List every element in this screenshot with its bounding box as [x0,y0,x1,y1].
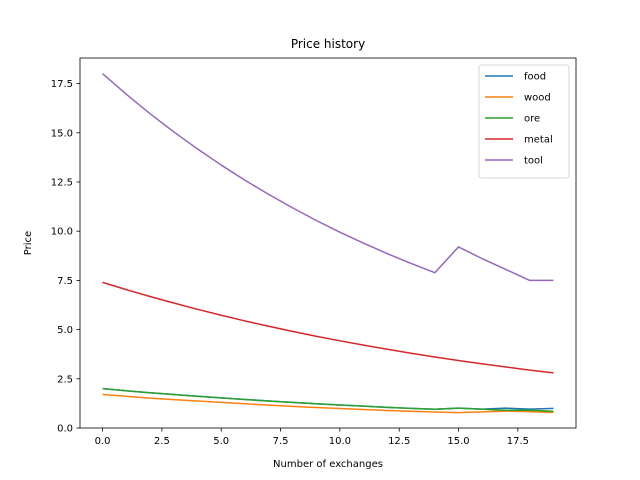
y-axis-label: Price [23,231,34,255]
series-line-ore [102,387,554,413]
legend-label-food: food [524,72,546,83]
x-tick-label: 2.5 [154,436,170,447]
x-axis-ticks: 0.0 2.5 5.0 7.5 10.0 12.5 15.0 17.5 [95,428,529,447]
x-tick-label: 10.0 [329,436,351,447]
legend-box [478,64,570,179]
series-line-tool [102,73,554,282]
x-tick-label: 15.0 [447,436,469,447]
plot-area [102,73,554,414]
plot-frame [79,57,577,429]
series-line-wood [102,393,554,414]
x-tick-label: 7.5 [273,436,289,447]
chart-title: Price history [291,37,365,51]
legend-label-ore: ore [524,114,540,125]
y-tick-label: 17.5 [51,79,73,90]
series-line-metal [102,281,554,374]
x-tick-label: 5.0 [213,436,229,447]
y-tick-label: 12.5 [51,177,73,188]
x-axis-label: Number of exchanges [273,459,383,470]
y-tick-label: 2.5 [57,374,73,385]
y-tick-label: 10.0 [51,227,73,238]
legend: food wood ore metal tool [478,64,570,179]
y-tick-label: 0.0 [57,424,73,435]
y-axis-ticks: 0.0 2.5 5.0 7.5 10.0 12.5 15.0 17.5 [51,79,80,435]
y-tick-label: 15.0 [51,128,73,139]
legend-label-metal: metal [524,135,553,146]
x-tick-label: 17.5 [507,436,529,447]
y-tick-label: 5.0 [57,325,73,336]
legend-label-wood: wood [524,93,551,104]
x-tick-label: 12.5 [388,436,410,447]
x-tick-label: 0.0 [95,436,111,447]
y-tick-label: 7.5 [57,276,73,287]
legend-label-tool: tool [524,156,543,167]
